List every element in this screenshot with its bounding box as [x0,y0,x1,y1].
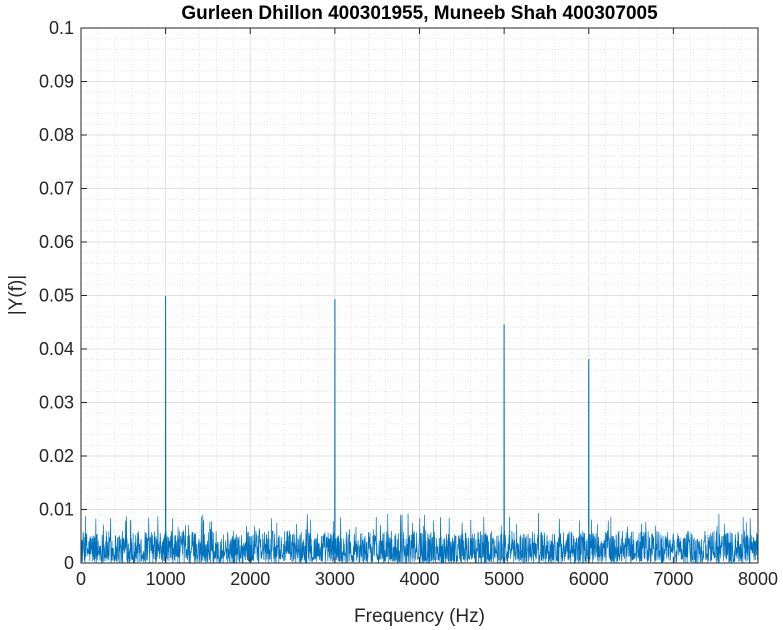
y-tick-label: 0.05 [39,286,74,306]
series-magnitude [80,296,759,565]
y-tick-label: 0.08 [39,125,74,145]
y-tick-label: 0 [64,553,74,573]
x-axis-label: Frequency (Hz) [354,606,485,627]
y-tick-label: 0.04 [39,339,74,359]
x-tick-label: 2000 [230,569,270,589]
y-tick-label: 0.06 [39,232,74,252]
x-tick-label: 7000 [653,569,693,589]
y-tick-label: 0.09 [39,72,74,92]
y-tick-label: 0.01 [39,500,74,520]
x-axis: 0 1000 2000 3000 4000 5000 6000 7000 8000 [76,28,778,589]
magnitude-line [80,296,759,565]
y-axis: 0 0.01 0.02 0.03 0.04 0.05 0.06 0.07 0.08 0.09 0.1 [39,18,758,573]
x-tick-label: 5000 [484,569,524,589]
x-tick-label: 4000 [399,569,439,589]
x-tick-label: 0 [76,569,86,589]
x-tick-label: 1000 [146,569,186,589]
y-tick-label: 0.07 [39,179,74,199]
x-tick-label: 6000 [569,569,609,589]
x-tick-label: 3000 [315,569,355,589]
x-tick-label: 8000 [738,569,778,589]
y-tick-label: 0.1 [49,18,74,38]
chart-title: Gurleen Dhillon 400301955, Muneeb Shah 4… [181,3,658,24]
y-tick-label: 0.03 [39,393,74,413]
y-axis-label: |Y(f)| [6,275,27,315]
y-tick-label: 0.02 [39,446,74,466]
